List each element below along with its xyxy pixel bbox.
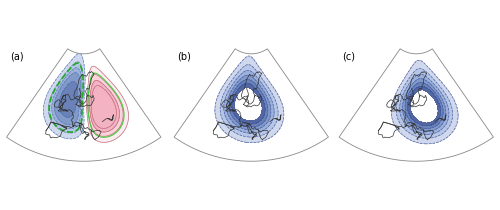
Text: (c): (c) [342, 51, 355, 61]
Text: (b): (b) [177, 51, 191, 61]
Text: (a): (a) [10, 51, 24, 61]
